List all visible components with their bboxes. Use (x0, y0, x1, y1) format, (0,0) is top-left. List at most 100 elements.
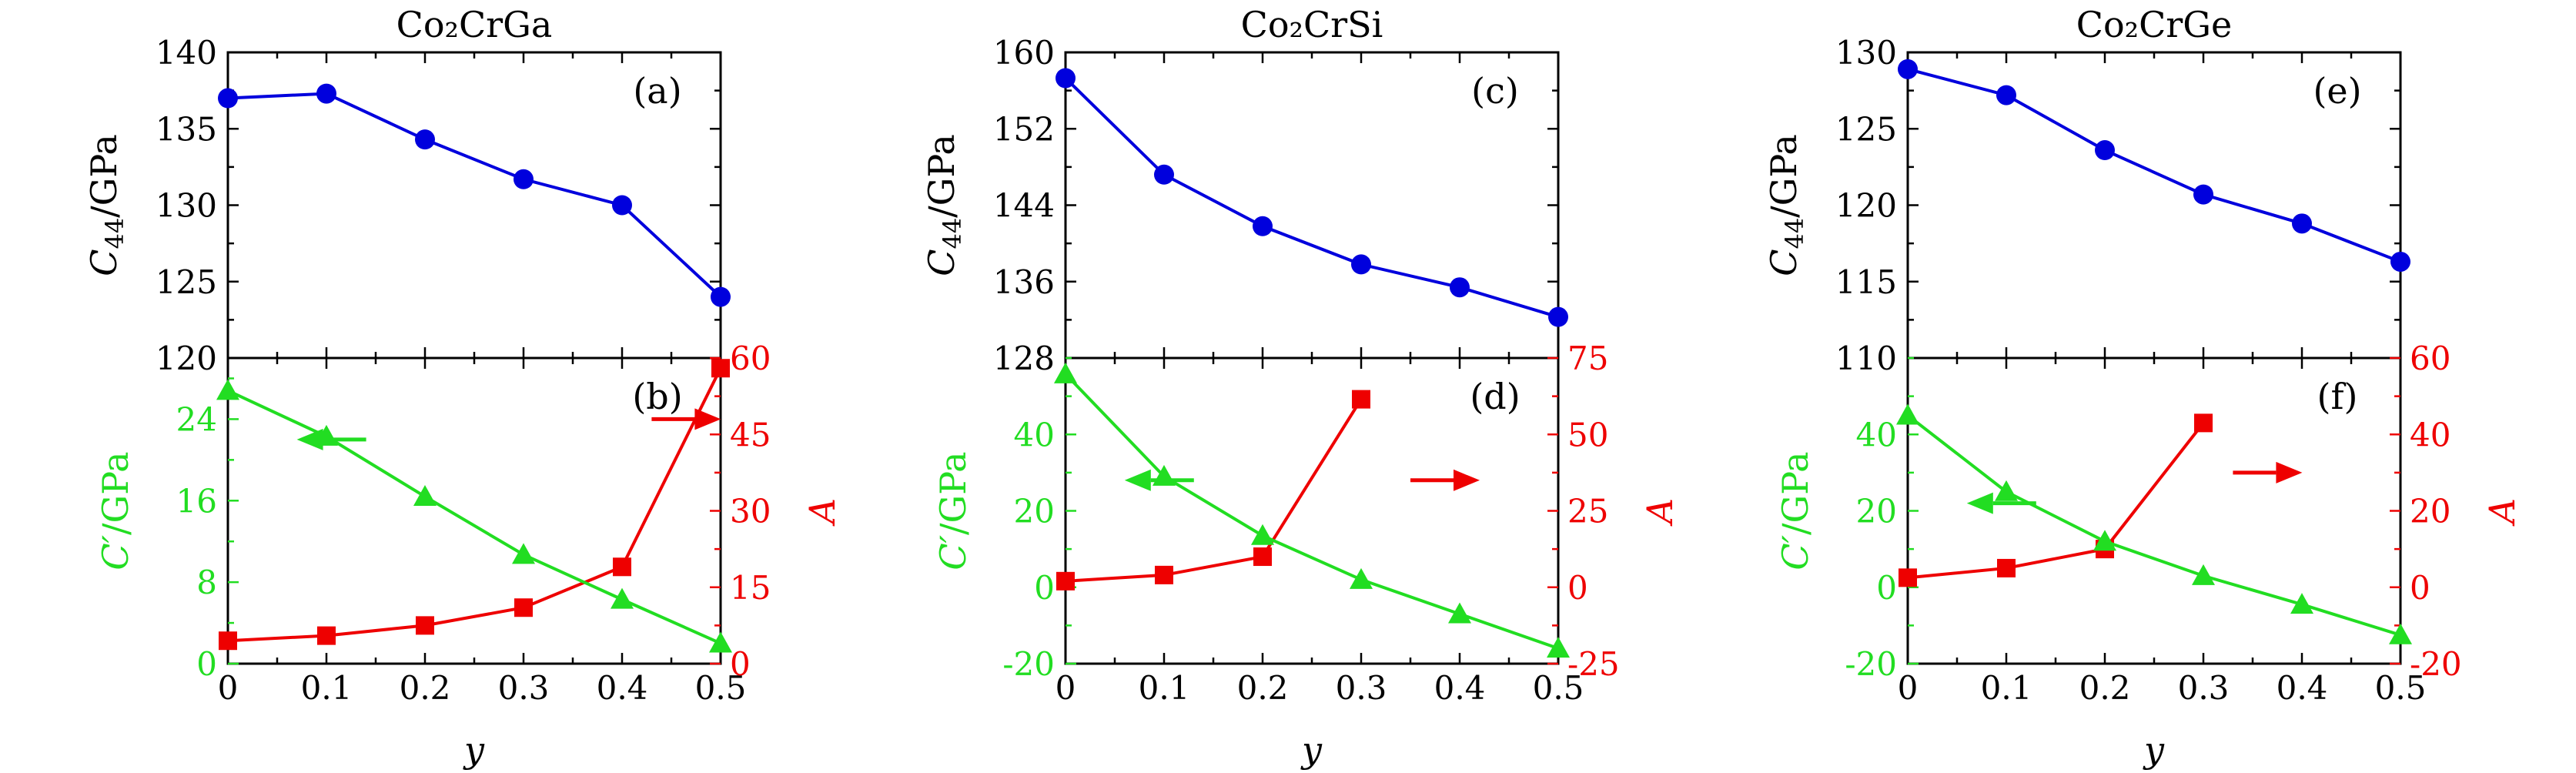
chart-2-top-panel-label: (e) (2313, 70, 2361, 112)
chart-0-bot-left-ylabel-text: C′/GPa (95, 451, 136, 570)
chart-1-bot-left-ytick-label-1: 0 (1034, 569, 1055, 607)
chart-1-xtick-label-0: 0 (1055, 669, 1076, 707)
chart-1-cprime-point-4 (1448, 602, 1471, 624)
chart-2-bot-right-ylabel: A (2481, 498, 2523, 527)
chart-1-right-arrow-head (1454, 469, 1480, 491)
chart-0-bot-right-ytick-label-2: 30 (730, 493, 771, 530)
chart-1-cprime-point-3 (1350, 567, 1373, 589)
chart-2-xtick-label-0: 0 (1898, 669, 1919, 707)
chart-0-bot-left-ylabel: C′/GPa (95, 451, 136, 570)
chart-2-c44-point-1 (1996, 85, 2016, 105)
chart-2-top-ytick-label-3: 125 (1835, 110, 1897, 148)
chart-2-right-arrow-head (2276, 461, 2303, 484)
chart-2-top-ylabel: C44/GPa (1763, 134, 1809, 276)
chart-0-top-ytick-label-1: 125 (156, 263, 217, 301)
chart-0-top-ytick-label-0: 120 (156, 340, 217, 377)
chart-1-bot-right-ytick-label-0: -25 (1567, 645, 1620, 683)
chart-0-c44-point-0 (218, 88, 238, 109)
chart-2-top-ylabel-text: C44/GPa (1763, 134, 1809, 276)
chart-1-bot-right-ytick-label-1: 0 (1567, 569, 1588, 607)
chart-1-bot-panel-label: (d) (1470, 376, 1520, 417)
chart-1-bot-left-ytick-label-0: -20 (1002, 645, 1055, 683)
chart-1-c44-point-1 (1154, 164, 1174, 185)
chart-0-bot-right-ylabel: A (801, 498, 843, 527)
chart-1-bot-left-ylabel-text: C′/GPa (932, 451, 974, 570)
chart-0-xtick-label-3: 0.3 (498, 669, 550, 707)
chart-2-xlabel: y (2143, 729, 2165, 771)
chart-1-top-ytick-label-0: 128 (993, 340, 1055, 377)
chart-1-xtick-label-1: 0.1 (1139, 669, 1190, 707)
chart-0-bot-right-ytick-label-1: 15 (730, 569, 771, 607)
chart-2-cprime-point-5 (2389, 623, 2412, 644)
chart-0-xtick-label-0: 0 (218, 669, 239, 707)
chart-1-bot-right-ylabel: A (1639, 498, 1681, 527)
chart-0-top-ylabel: C44/GPa (83, 134, 129, 276)
chart-2-bot-left-ylabel: C′/GPa (1775, 451, 1816, 570)
chart-2-c44-point-4 (2292, 213, 2312, 234)
chart-1-top-ytick-label-4: 160 (993, 34, 1055, 72)
chart-0-top-ytick-label-4: 140 (156, 34, 217, 72)
chart-0-xtick-label-5: 0.5 (695, 669, 747, 707)
chart-2-left-arrow-head (1966, 492, 1993, 514)
chart-0-xtick-label-4: 0.4 (597, 669, 648, 707)
chart-0-bot-left-ytick-label-3: 24 (176, 400, 217, 438)
chart-1-top-ytick-label-2: 144 (993, 187, 1055, 225)
chart-1-xtick-label-5: 0.5 (1533, 669, 1584, 707)
chart-1-top-ylabel-text: C44/GPa (921, 134, 967, 276)
chart-0-cprime-point-5 (709, 631, 732, 653)
chart-1-top-ytick-label-3: 152 (993, 110, 1055, 148)
chart-1-top-panel-label: (c) (1471, 70, 1519, 112)
chart-1-top-ytick-label-1: 136 (993, 263, 1055, 301)
chart-2-anis-point-1 (1997, 558, 2016, 577)
chart-1-cprime-line (1064, 373, 1559, 651)
chart-2-cprime-point-2 (2093, 530, 2116, 551)
chart-0-anis-point-4 (613, 557, 631, 577)
chart-0-anis-line (227, 367, 722, 643)
chart-2-bot-right-ylabel-text: A (2481, 498, 2523, 527)
chart-0-bot-right-ytick-label-4: 60 (730, 340, 771, 377)
chart-0-c44-point-1 (316, 83, 336, 104)
chart-1-cprime-point-5 (1547, 637, 1570, 658)
chart-0-left-arrow-head (296, 428, 323, 450)
chart-1-top-ylabel: C44/GPa (921, 134, 967, 276)
chart-1-xtick-label-3: 0.3 (1336, 669, 1387, 707)
chart-0-cprime-line (227, 389, 721, 645)
chart-2-cprime-line (1906, 413, 2401, 637)
chart-0-c44-point-4 (612, 195, 632, 216)
chart-1-bot-left-ylabel: C′/GPa (932, 451, 974, 570)
chart-2-anis-line (1907, 422, 2205, 580)
chart-1-cprime-point-2 (1251, 524, 1274, 545)
chart-0-top-ylabel-text: C44/GPa (83, 134, 129, 276)
chart-2-bot-right-ytick-label-1: 0 (2410, 569, 2430, 607)
chart-1-anis-line (1065, 398, 1363, 583)
chart-0-bot-left-ytick-label-0: 0 (196, 645, 217, 683)
chart-0-cprime-point-0 (216, 379, 239, 400)
chart-1-c44-line (1064, 77, 1559, 319)
chart-0-top-ytick-label-3: 135 (156, 110, 217, 148)
chart-0-title: Co₂CrGa (396, 4, 553, 45)
chart-2-title: Co₂CrGe (2076, 4, 2233, 45)
chart-2-bot-left-ylabel-text: C′/GPa (1775, 451, 1816, 570)
chart-1-anis-point-3 (1352, 390, 1370, 409)
chart-2-c44-line (1907, 67, 2401, 263)
chart-2-xtick-label-5: 0.5 (2375, 669, 2427, 707)
chart-0-cprime-point-3 (512, 543, 535, 564)
chart-0-bot-left-ytick-label-2: 16 (176, 482, 217, 520)
chart-1-bot-right-ytick-label-2: 25 (1567, 493, 1608, 530)
chart-2-cprime-point-1 (1995, 480, 2018, 501)
chart-0-anis-point-1 (317, 626, 336, 645)
chart-2-bot-right-ytick-label-3: 40 (2410, 416, 2451, 453)
chart-1-c44-point-0 (1055, 68, 1076, 89)
chart-0-cprime-point-4 (611, 587, 634, 609)
chart-1-bot-left-ytick-label-3: 40 (1014, 416, 1055, 453)
chart-0-c44-point-3 (514, 169, 534, 189)
chart-2-bot-right-ytick-label-2: 20 (2410, 493, 2451, 530)
chart-1-anis-point-0 (1056, 571, 1075, 591)
chart-1-left-arrow-head (1124, 469, 1151, 491)
chart-0-anis-point-5 (711, 359, 730, 378)
chart-1-bot-left-ytick-label-2: 20 (1014, 493, 1055, 530)
chart-2-cprime-point-4 (2290, 593, 2313, 614)
chart-2-bot-panel-label: (f) (2317, 376, 2358, 417)
chart-0-xtick-label-2: 0.2 (400, 669, 451, 707)
chart-0-c44-point-2 (415, 129, 435, 150)
